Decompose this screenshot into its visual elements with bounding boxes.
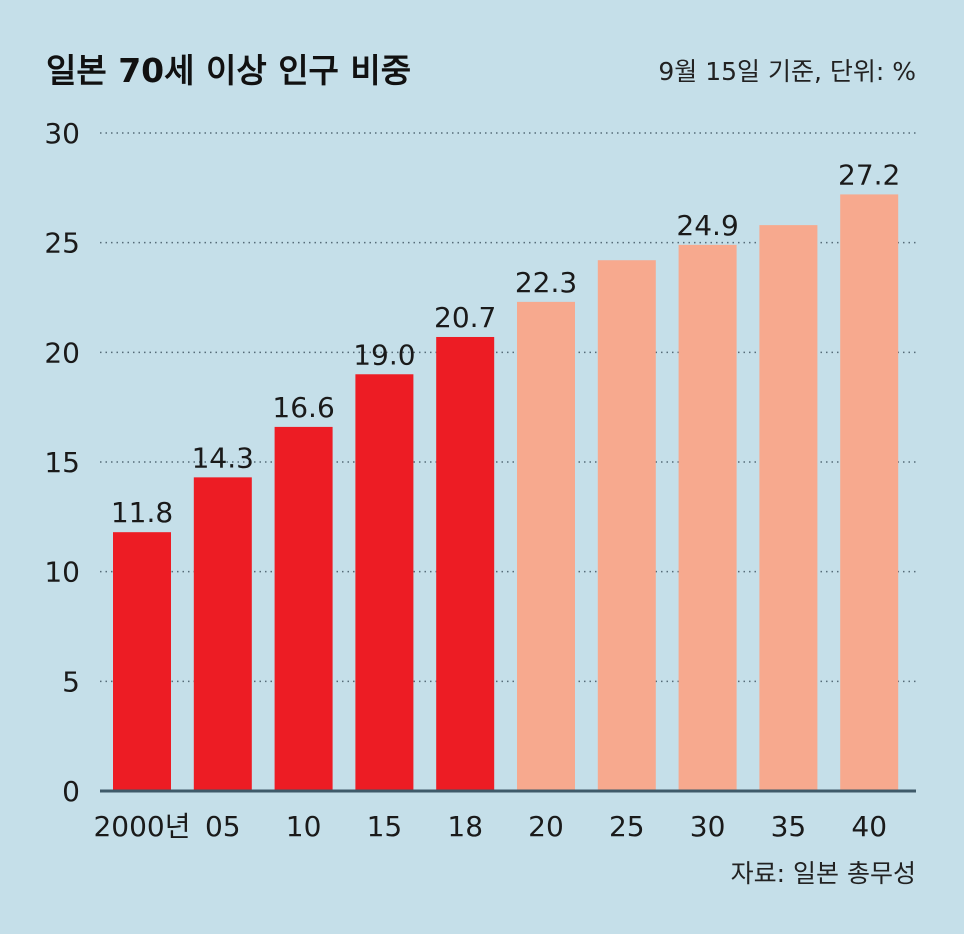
x-tick-label: 25 <box>609 810 645 843</box>
x-tick-label: 2000년 <box>93 810 190 843</box>
bar <box>436 336 495 791</box>
y-tick-label: 30 <box>44 117 80 150</box>
bar <box>597 260 656 791</box>
data-label: 14.3 <box>192 441 254 474</box>
data-label: 27.2 <box>838 158 900 191</box>
y-tick-label: 25 <box>44 227 80 260</box>
bar <box>678 244 737 792</box>
x-tick-label: 18 <box>447 810 483 843</box>
bar <box>193 477 252 791</box>
chart-title: 일본 70세 이상 인구 비중 <box>46 51 411 90</box>
bar <box>274 426 333 791</box>
chart-subtitle: 9월 15일 기준, 단위: % <box>658 57 916 86</box>
x-tick-label: 40 <box>851 810 887 843</box>
data-label: 19.0 <box>353 338 415 371</box>
bars <box>113 194 899 792</box>
bar <box>517 301 575 791</box>
x-tick-label: 15 <box>367 810 403 843</box>
bar <box>113 532 171 791</box>
data-label: 11.8 <box>111 496 173 529</box>
grid-lines <box>100 132 916 683</box>
x-axis-ticks: 2000년 05 10 15 18 20 25 30 35 40 <box>93 810 887 843</box>
x-tick-label: 35 <box>771 810 807 843</box>
y-tick-label: 5 <box>62 665 80 698</box>
x-tick-label: 05 <box>205 810 241 843</box>
data-label: 16.6 <box>272 391 334 424</box>
bar <box>355 374 414 791</box>
y-tick-label: 20 <box>44 336 80 369</box>
x-tick-label: 30 <box>690 810 726 843</box>
x-tick-label: 10 <box>286 810 322 843</box>
data-label: 22.3 <box>515 266 577 299</box>
bar <box>759 225 818 791</box>
data-label: 20.7 <box>434 301 496 334</box>
data-label: 24.9 <box>676 209 738 242</box>
y-tick-label: 10 <box>44 556 80 589</box>
data-labels: 11.8 14.3 16.6 19.0 20.7 22.3 24.9 27.2 <box>111 158 901 529</box>
x-tick-label: 20 <box>528 810 564 843</box>
y-tick-label: 15 <box>44 446 80 479</box>
y-tick-label: 0 <box>62 775 80 808</box>
chart-source: 자료: 일본 총무성 <box>731 859 916 888</box>
bar <box>840 194 899 791</box>
y-axis-ticks: 0 5 10 15 20 25 30 <box>44 117 80 808</box>
